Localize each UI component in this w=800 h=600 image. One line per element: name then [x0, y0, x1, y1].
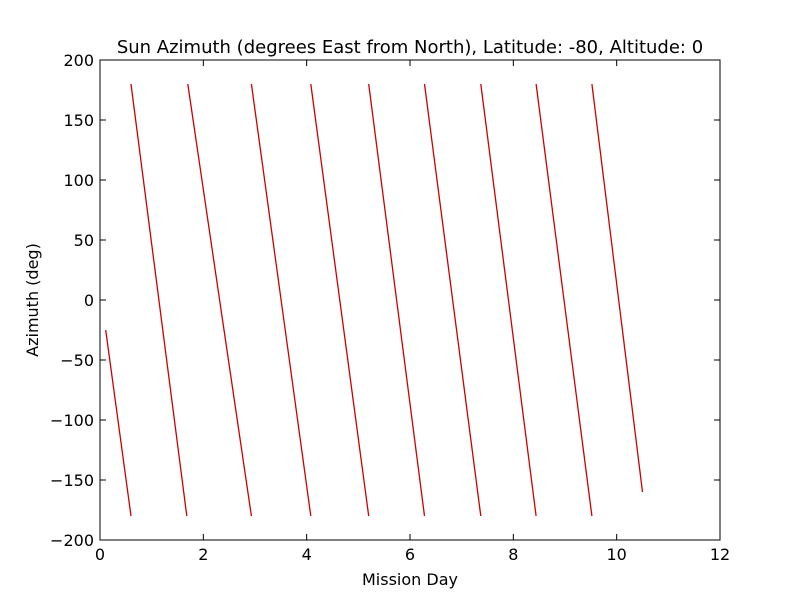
x-axis: 0 2 4 6 8 10 12 — [95, 60, 730, 564]
azimuth-segment-6 — [368, 83, 426, 517]
x-tick-label: 12 — [710, 545, 730, 564]
y-tick-label: −150 — [50, 471, 94, 490]
y-tick-label: −200 — [50, 531, 94, 550]
azimuth-segment-3 — [187, 83, 253, 517]
azimuth-segment-8 — [480, 83, 537, 517]
chart-title: Sun Azimuth (degrees East from North), L… — [117, 37, 703, 58]
y-tick-label: −50 — [60, 351, 94, 370]
x-tick-label: 4 — [302, 545, 312, 564]
x-axis-label: Mission Day — [362, 570, 458, 589]
azimuth-segment-4 — [250, 83, 312, 517]
x-tick-label: 0 — [95, 545, 105, 564]
x-tick-label: 2 — [198, 545, 208, 564]
azimuth-segment-10 — [591, 83, 644, 493]
azimuth-segment-2 — [130, 83, 188, 517]
y-tick-label: 100 — [63, 171, 94, 190]
azimuth-segment-1 — [105, 329, 132, 517]
azimuth-segment-9 — [535, 83, 593, 517]
x-tick-label: 6 — [405, 545, 415, 564]
x-tick-label: 8 — [508, 545, 518, 564]
y-tick-label: 200 — [63, 51, 94, 70]
plot-frame — [99, 59, 721, 541]
series-layer — [105, 83, 644, 517]
y-axis-label: Azimuth (deg) — [23, 243, 42, 357]
x-tick-label: 10 — [606, 545, 626, 564]
y-tick-label: 150 — [63, 111, 94, 130]
y-axis: −200 −150 −100 −50 0 50 100 150 200 — [50, 51, 720, 550]
azimuth-segment-7 — [423, 83, 482, 517]
y-tick-label: −100 — [50, 411, 94, 430]
y-tick-label: 0 — [84, 291, 94, 310]
azimuth-segment-5 — [310, 83, 370, 517]
y-tick-label: 50 — [74, 231, 94, 250]
